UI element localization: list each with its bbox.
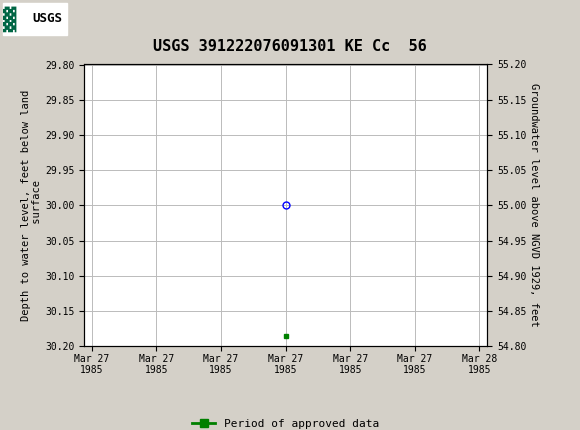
Text: USGS 391222076091301 KE Cc  56: USGS 391222076091301 KE Cc 56 — [153, 39, 427, 54]
Text: ▓: ▓ — [3, 6, 16, 32]
Y-axis label: Groundwater level above NGVD 1929, feet: Groundwater level above NGVD 1929, feet — [529, 83, 539, 327]
Bar — [3, 3, 67, 35]
Text: USGS: USGS — [32, 12, 62, 25]
Y-axis label: Depth to water level, feet below land
 surface: Depth to water level, feet below land su… — [21, 90, 42, 321]
Legend: Period of approved data: Period of approved data — [188, 415, 383, 430]
